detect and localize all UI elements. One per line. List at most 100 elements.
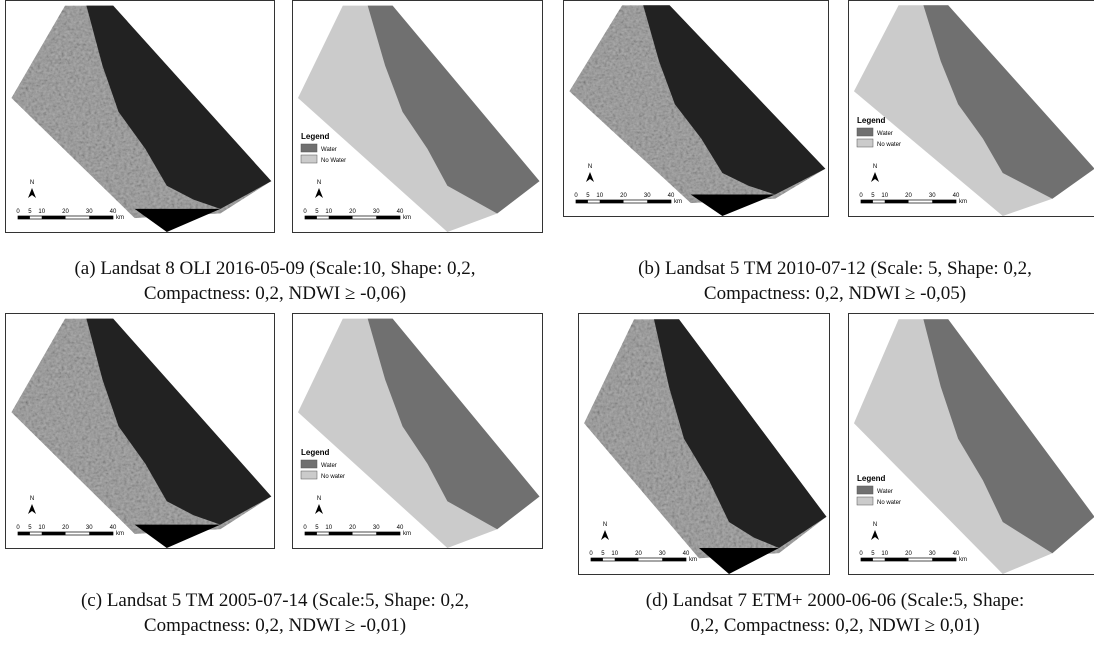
caption-line: 0,2, Compactness: 0,2, NDWI ≥ 0,01) bbox=[555, 613, 1094, 638]
legend-label: Water bbox=[877, 131, 893, 137]
scale-unit: km bbox=[403, 531, 411, 537]
scale-label: 20 bbox=[620, 193, 627, 199]
scale-label: 0 bbox=[859, 193, 863, 199]
scale-unit: km bbox=[959, 199, 967, 205]
legend-title: Legend bbox=[857, 116, 886, 125]
map-svg: N0510203040kmLegendWaterNo Water bbox=[293, 1, 542, 232]
scale-seg bbox=[576, 200, 588, 203]
scale-seg bbox=[615, 558, 639, 561]
scale-seg bbox=[600, 200, 624, 203]
scale-label: 0 bbox=[303, 525, 307, 531]
caption: (b) Landsat 5 TM 2010-07-12 (Scale: 5, S… bbox=[555, 256, 1094, 306]
scale-label: 30 bbox=[929, 551, 936, 557]
scale-unit: km bbox=[116, 215, 124, 221]
legend-swatch bbox=[857, 497, 873, 505]
north-label: N bbox=[873, 522, 877, 528]
map-raster bbox=[298, 319, 540, 548]
image-frame: N0510203040km bbox=[5, 313, 275, 549]
scale-label: 30 bbox=[659, 551, 666, 557]
scale-label: 20 bbox=[635, 551, 642, 557]
scale-label: 30 bbox=[86, 209, 93, 215]
caption-line: (d) Landsat 7 ETM+ 2000-06-06 (Scale:5, … bbox=[555, 588, 1094, 613]
scale-label: 10 bbox=[881, 193, 888, 199]
scale-label: 30 bbox=[86, 525, 93, 531]
legend-label: Water bbox=[877, 489, 893, 495]
legend-label: No Water bbox=[321, 158, 346, 164]
scale-label: 30 bbox=[644, 193, 651, 199]
scale-seg bbox=[932, 200, 956, 203]
legend-label: Water bbox=[321, 463, 337, 469]
north-arrow bbox=[871, 172, 879, 182]
scale-label: 10 bbox=[611, 551, 618, 557]
image-raster bbox=[11, 6, 271, 232]
scale-label: 10 bbox=[325, 209, 332, 215]
scale-label: 10 bbox=[881, 551, 888, 557]
scale-label: 5 bbox=[315, 525, 319, 531]
scale-seg bbox=[18, 532, 30, 535]
north-label: N bbox=[588, 164, 592, 170]
scale-seg bbox=[18, 216, 30, 219]
legend-swatch bbox=[857, 486, 873, 494]
caption-line: Compactness: 0,2, NDWI ≥ -0,01) bbox=[0, 613, 555, 638]
scale-label: 5 bbox=[871, 551, 875, 557]
scale-label: 0 bbox=[859, 551, 863, 557]
north-arrow bbox=[601, 530, 609, 540]
scale-seg bbox=[329, 532, 353, 535]
scale-label: 10 bbox=[325, 525, 332, 531]
scale-seg bbox=[89, 216, 113, 219]
scale-seg bbox=[885, 558, 909, 561]
scale-unit: km bbox=[116, 531, 124, 537]
scale-label: 10 bbox=[596, 193, 603, 199]
scale-label: 20 bbox=[62, 525, 69, 531]
scale-label: 5 bbox=[601, 551, 605, 557]
north-label: N bbox=[317, 496, 321, 502]
map-frame: N0510203040kmLegendWaterNo water bbox=[848, 0, 1094, 217]
scale-seg bbox=[861, 200, 873, 203]
scale-seg bbox=[647, 200, 671, 203]
legend-swatch bbox=[301, 155, 317, 163]
scale-label: 0 bbox=[303, 209, 307, 215]
legend-label: No water bbox=[877, 500, 901, 506]
image-frame: N0510203040km bbox=[563, 0, 829, 217]
caption-line: (b) Landsat 5 TM 2010-07-12 (Scale: 5, S… bbox=[555, 256, 1094, 281]
scale-label: 5 bbox=[315, 209, 319, 215]
north-arrow bbox=[315, 188, 323, 198]
legend-swatch bbox=[301, 460, 317, 468]
caption: (a) Landsat 8 OLI 2016-05-09 (Scale:10, … bbox=[0, 256, 555, 306]
north-arrow bbox=[28, 188, 36, 198]
north-label: N bbox=[317, 180, 321, 186]
caption-line: Compactness: 0,2, NDWI ≥ -0,05) bbox=[555, 281, 1094, 306]
image-raster bbox=[11, 319, 271, 548]
legend-label: No water bbox=[321, 474, 345, 480]
north-arrow bbox=[871, 530, 879, 540]
caption: (d) Landsat 7 ETM+ 2000-06-06 (Scale:5, … bbox=[555, 588, 1094, 638]
scale-label: 30 bbox=[373, 525, 380, 531]
legend-swatch bbox=[301, 471, 317, 479]
map-raster bbox=[298, 6, 540, 232]
legend-label: Water bbox=[321, 147, 337, 153]
legend-swatch bbox=[301, 144, 317, 152]
map-raster bbox=[854, 319, 1094, 574]
scale-seg bbox=[42, 216, 66, 219]
scale-seg bbox=[591, 558, 603, 561]
scale-label: 20 bbox=[349, 209, 356, 215]
scale-label: 0 bbox=[16, 525, 20, 531]
north-label: N bbox=[30, 496, 34, 502]
scale-seg bbox=[861, 558, 873, 561]
scale-label: 30 bbox=[929, 193, 936, 199]
scale-unit: km bbox=[959, 557, 967, 563]
scale-label: 5 bbox=[871, 193, 875, 199]
scale-label: 20 bbox=[349, 525, 356, 531]
north-label: N bbox=[603, 522, 607, 528]
scale-unit: km bbox=[674, 199, 682, 205]
scale-seg bbox=[376, 216, 400, 219]
legend-label: No water bbox=[877, 142, 901, 148]
scale-seg bbox=[89, 532, 113, 535]
north-arrow bbox=[586, 172, 594, 182]
